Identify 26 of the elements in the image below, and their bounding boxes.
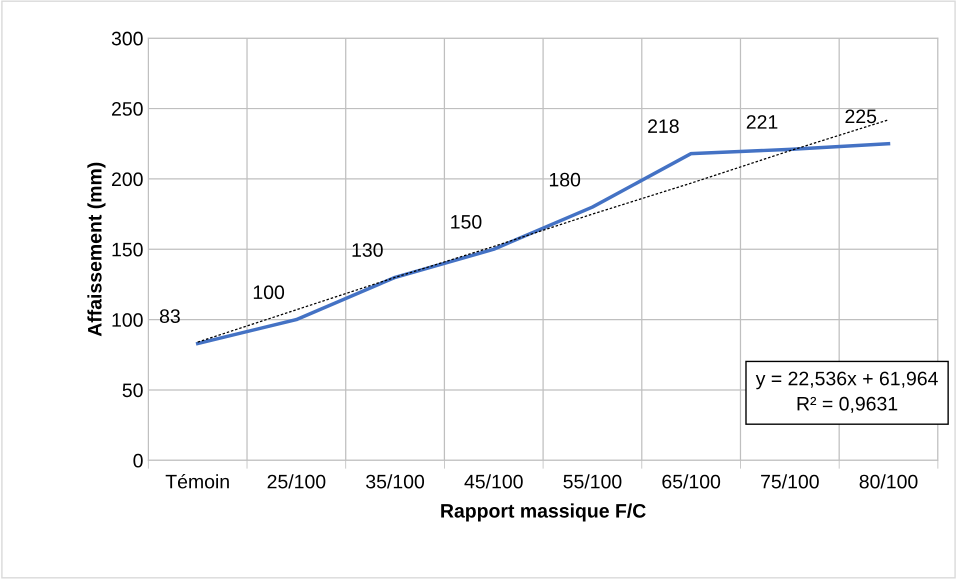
x-tick-label: 25/100 <box>268 474 326 488</box>
data-label: 83 <box>160 309 180 324</box>
data-label: 221 <box>746 115 778 129</box>
y-tick-label: 50 <box>122 383 143 398</box>
y-tick-label: 250 <box>112 102 143 116</box>
annotation: y = 22,536x + 61,964 R² = 0,9631 <box>756 372 938 413</box>
x-tick-label: 75/100 <box>761 474 819 488</box>
data-label: 218 <box>648 119 679 134</box>
x-tick-label: Témoin <box>166 474 229 488</box>
data-label: 150 <box>451 214 482 229</box>
x-tick-label: 35/100 <box>366 474 424 488</box>
y-tick-label: 100 <box>112 313 143 327</box>
data-label: 100 <box>254 285 284 300</box>
x-tick-label: 65/100 <box>662 474 720 488</box>
x-tick-label: 80/100 <box>860 474 918 488</box>
data-label: 225 <box>845 109 876 124</box>
x-axis-title: Rapport massique F/C <box>441 503 646 522</box>
x-tick-label: 45/100 <box>464 474 523 488</box>
y-tick-label: 0 <box>133 454 143 468</box>
data-label: 130 <box>352 243 383 257</box>
y-axis-title: Affaissement (mm) <box>87 162 106 336</box>
y-tick-label: 200 <box>112 172 143 186</box>
y-tick-label: 300 <box>112 32 143 46</box>
y-tick-label: 150 <box>112 242 143 256</box>
data-label: 180 <box>550 172 580 187</box>
x-tick-label: 55/100 <box>563 474 622 488</box>
